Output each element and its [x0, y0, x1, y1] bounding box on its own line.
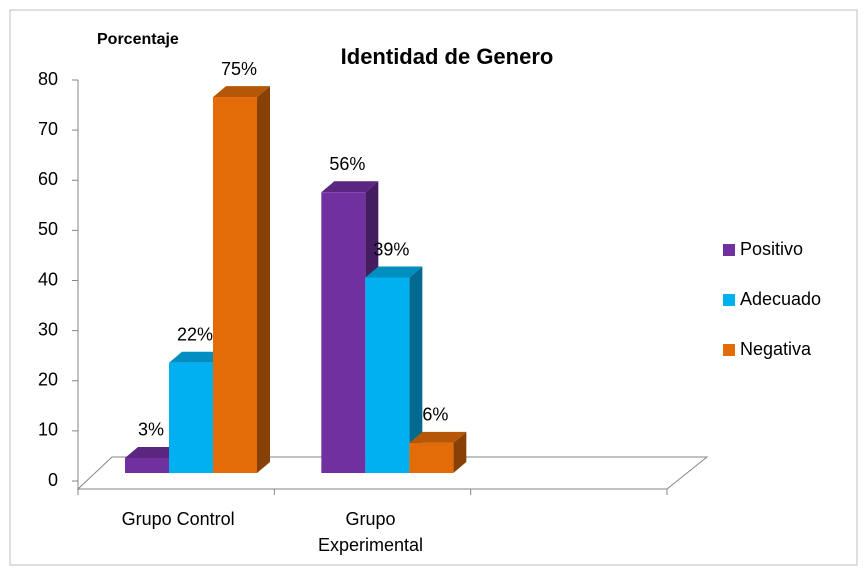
legend-swatch	[723, 344, 735, 356]
bar-top	[321, 181, 379, 193]
bar-side	[257, 86, 270, 473]
chart-title: Identidad de Genero	[341, 44, 554, 69]
y-tick-label: 10	[38, 420, 58, 440]
bar-side	[453, 431, 467, 473]
bar-top	[125, 446, 182, 458]
y-tick-label: 70	[38, 119, 58, 139]
y-tick-label: 20	[38, 370, 58, 390]
legend-label: Positivo	[740, 239, 803, 259]
data-label: 22%	[177, 324, 213, 344]
y-tick-label: 30	[38, 319, 58, 339]
legend-swatch	[723, 244, 735, 256]
chart-border	[9, 9, 858, 566]
bar-front	[169, 362, 213, 473]
bar-side	[409, 266, 423, 473]
bar-top	[365, 266, 423, 278]
y-axis-label: Porcentaje	[97, 31, 179, 48]
legend-label: Adecuado	[740, 289, 821, 309]
y-tick-label: 50	[38, 219, 58, 239]
data-label: 6%	[422, 405, 448, 425]
x-tick-label: Grupo Experimental	[317, 509, 424, 555]
y-tick-label: 80	[38, 69, 58, 89]
bar-front	[125, 457, 169, 473]
y-tick-label: 40	[38, 269, 58, 289]
bar-front	[321, 192, 366, 474]
bar-top	[409, 431, 467, 443]
bar-front	[213, 97, 257, 473]
bar-front	[409, 442, 454, 473]
bar	[321, 181, 379, 474]
bar-top	[213, 86, 270, 98]
data-label: 75%	[221, 59, 257, 79]
bar	[213, 86, 270, 473]
legend-label: Negativa	[740, 339, 812, 359]
y-tick-label: 0	[48, 470, 58, 490]
bar	[365, 266, 423, 473]
bar-top	[169, 351, 226, 363]
y-tick-label: 60	[38, 169, 58, 189]
legend-swatch	[723, 294, 735, 306]
data-label: 56%	[329, 154, 365, 174]
bar	[409, 431, 467, 473]
data-label: 3%	[138, 420, 164, 440]
data-label: 39%	[373, 239, 409, 259]
x-tick-label: Grupo Control	[121, 509, 235, 529]
bar-front	[365, 277, 410, 473]
